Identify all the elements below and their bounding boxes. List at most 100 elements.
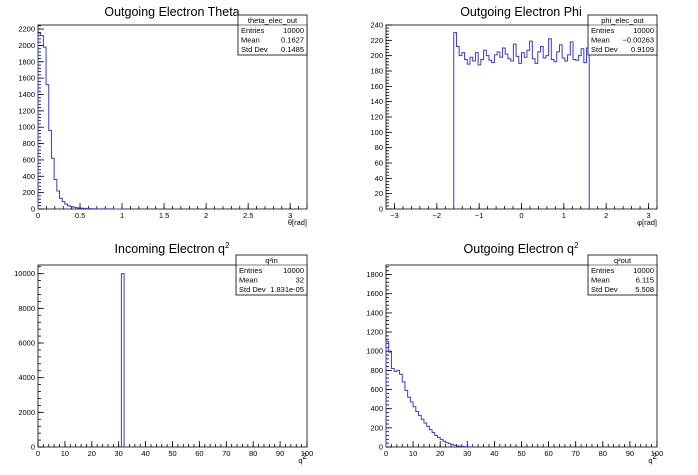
y-tick-label: 2000 <box>18 408 35 417</box>
x-axis-label: θ[rad] <box>288 218 307 227</box>
y-tick-label: 60 <box>375 159 383 168</box>
x-tick-label: 0 <box>36 211 40 220</box>
stats-label: Entries <box>591 26 615 35</box>
x-tick-label: 20 <box>436 449 444 458</box>
stats-value: 5.508 <box>635 285 654 294</box>
x-tick-label: 30 <box>115 449 123 458</box>
histogram-line <box>453 32 590 209</box>
stats-label: Mean <box>239 276 258 285</box>
y-tick-label: 1600 <box>366 289 383 298</box>
x-tick-label: 2.5 <box>243 211 253 220</box>
panel-title-text: Incoming Electron q <box>115 242 226 256</box>
x-tick-label: 60 <box>544 449 552 458</box>
stats-label: Std Dev <box>239 285 266 294</box>
stats-value: −0.00263 <box>623 36 655 45</box>
y-tick-label: 1000 <box>18 123 35 132</box>
stats-box-frame <box>587 14 658 56</box>
stats-label: Mean <box>591 276 610 285</box>
stats-value: 0.1485 <box>281 45 304 54</box>
stats-label: Entries <box>591 266 615 275</box>
stats-name: q²out <box>614 256 632 265</box>
stats-value: 6.115 <box>636 276 654 285</box>
x-tick-label: 80 <box>249 449 257 458</box>
y-tick-label: 80 <box>375 143 383 152</box>
x-tick-label: 2 <box>604 211 608 220</box>
y-tick-label: 160 <box>370 82 383 91</box>
y-tick-label: 0 <box>379 205 383 214</box>
y-tick-label: 400 <box>22 172 35 181</box>
histogram-line <box>37 32 125 210</box>
y-tick-label: 240 <box>370 21 383 30</box>
panel-title-sup: 2 <box>574 241 579 250</box>
panel-title: Outgoing Electron Theta <box>104 5 239 19</box>
x-tick-label: 70 <box>222 449 230 458</box>
stats-label: Entries <box>241 26 265 35</box>
panel-title-sup: 2 <box>225 241 230 250</box>
x-tick-label: 90 <box>626 449 634 458</box>
stats-label: Std Dev <box>591 285 618 294</box>
y-tick-label: 200 <box>370 423 383 432</box>
x-axis-label-sup: 2 <box>653 452 658 461</box>
y-tick-label: 1200 <box>18 106 35 115</box>
x-tick-label: 1 <box>120 211 124 220</box>
histogram-panel-3: Incoming Electron q202000400060008000100… <box>14 241 313 465</box>
y-tick-label: 1800 <box>366 270 383 279</box>
stats-label: Entries <box>239 266 263 275</box>
x-tick-label: 50 <box>517 449 525 458</box>
y-tick-label: 200 <box>22 188 35 197</box>
stats-name: theta_elec_out <box>248 16 298 25</box>
y-tick-label: 600 <box>370 385 383 394</box>
x-tick-label: 100 <box>301 449 314 458</box>
y-tick-label: 8000 <box>18 304 35 313</box>
stats-box-frame <box>237 14 308 56</box>
y-tick-label: 120 <box>370 113 383 122</box>
y-tick-label: 220 <box>370 36 383 45</box>
panel-title-text: Outgoing Electron q <box>464 242 575 256</box>
y-tick-label: 180 <box>370 67 383 76</box>
x-tick-label: 80 <box>599 449 607 458</box>
y-tick-label: 1000 <box>366 347 383 356</box>
stats-box-frame <box>587 254 658 296</box>
x-tick-label: 0 <box>384 449 388 458</box>
histogram-line <box>385 341 474 448</box>
y-tick-label: 1200 <box>366 328 383 337</box>
y-tick-label: 6000 <box>18 339 35 348</box>
y-tick-label: 2000 <box>18 41 35 50</box>
stats-label: Std Dev <box>241 45 268 54</box>
y-tick-label: 600 <box>22 155 35 164</box>
y-tick-label: 0 <box>379 443 383 452</box>
x-tick-label: 10 <box>61 449 69 458</box>
x-tick-label: 0.5 <box>75 211 85 220</box>
histogram-panel-1: Outgoing Electron Theta 0 200 400 600 800 1000… <box>18 5 308 227</box>
y-tick-label: 800 <box>22 139 35 148</box>
x-tick-label: 1 <box>562 211 566 220</box>
panel-title: Outgoing Electron q2 <box>464 241 580 256</box>
stats-label: Mean <box>591 36 610 45</box>
x-axis-label: φ[rad] <box>637 218 657 227</box>
y-tick-label: 0 <box>31 443 35 452</box>
stats-value: 32 <box>296 276 304 285</box>
histogram-line <box>120 273 125 447</box>
y-tick-label: 100 <box>370 128 383 137</box>
x-tick-label: −3 <box>390 211 399 220</box>
y-tick-label: 4000 <box>18 373 35 382</box>
x-tick-label: 100 <box>651 449 664 458</box>
y-tick-label: 20 <box>375 189 383 198</box>
x-axis-label-text: q <box>648 456 652 465</box>
x-tick-label: 0 <box>519 211 523 220</box>
stats-label: Mean <box>241 36 260 45</box>
panel-title-text: Outgoing Electron Theta <box>104 5 239 19</box>
y-tick-label: 800 <box>370 366 383 375</box>
x-axis-label: q2 <box>648 452 657 465</box>
stats-box-frame <box>235 254 308 296</box>
x-tick-label: 2 <box>204 211 208 220</box>
y-tick-label: 0 <box>31 205 35 214</box>
y-tick-label: 400 <box>370 404 383 413</box>
x-tick-label: 20 <box>88 449 96 458</box>
x-tick-label: 10 <box>409 449 417 458</box>
x-axis-label-sup: 2 <box>303 452 308 461</box>
stats-value: 10000 <box>283 26 304 35</box>
x-tick-label: 50 <box>168 449 176 458</box>
